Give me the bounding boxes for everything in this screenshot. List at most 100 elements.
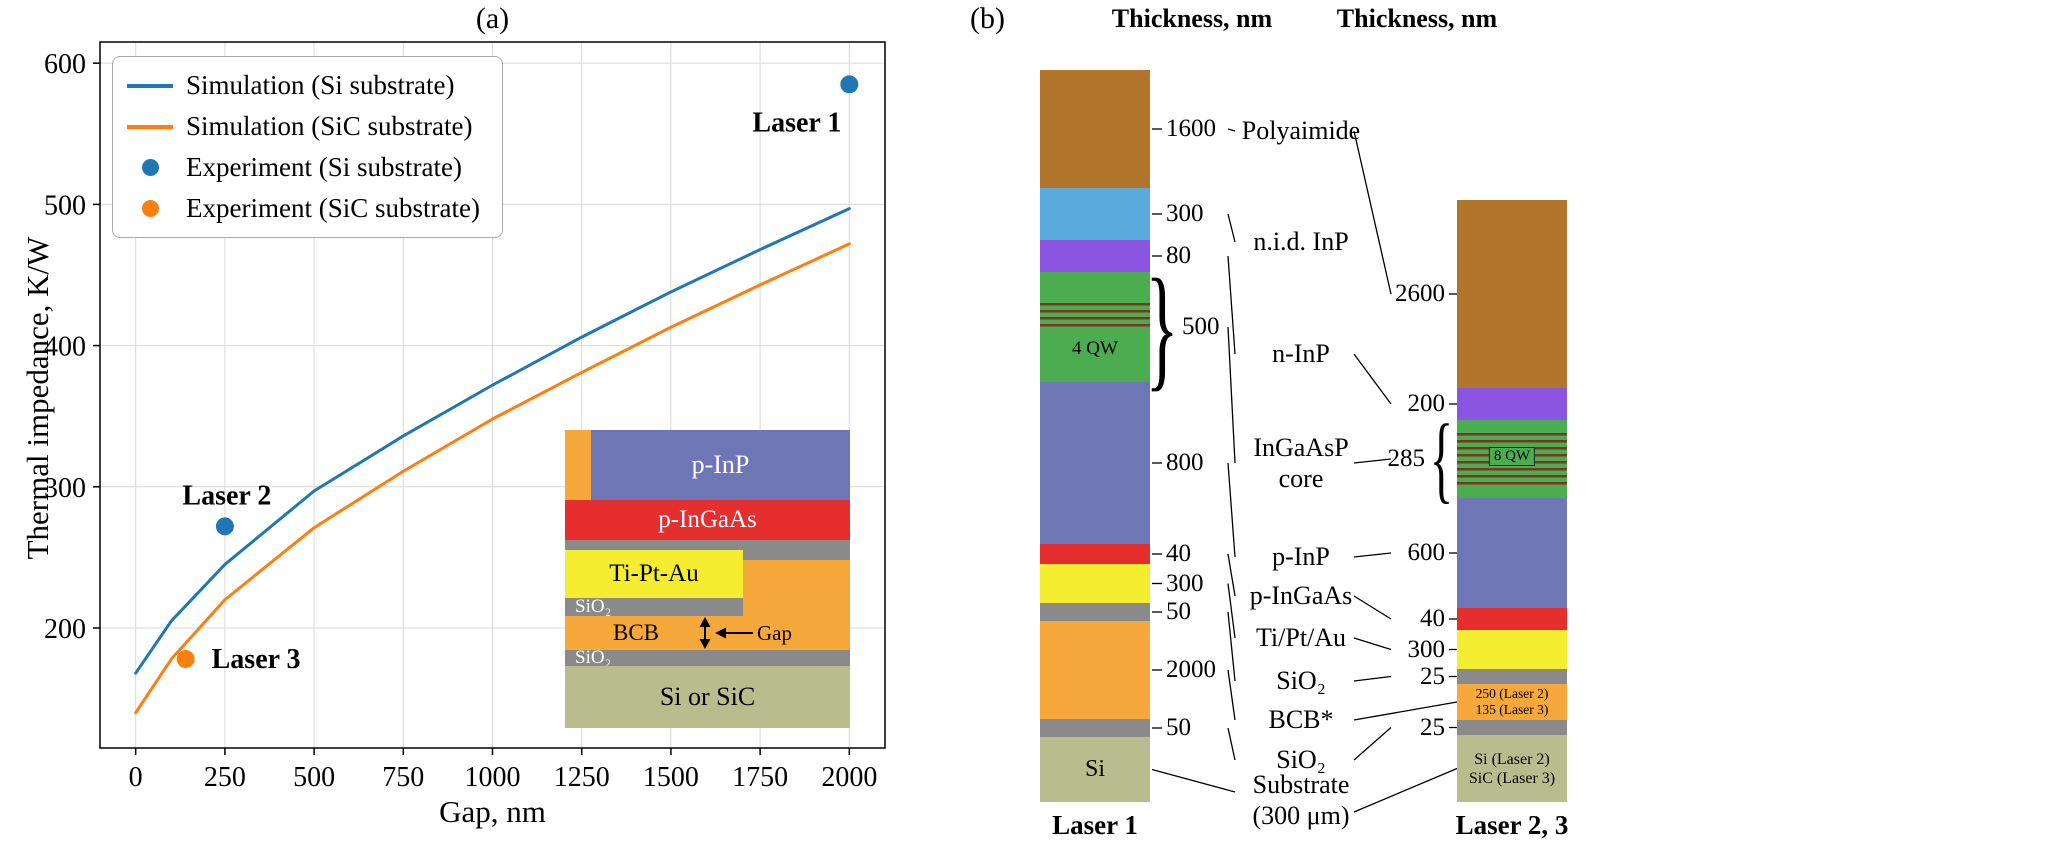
connector-line bbox=[1353, 130, 1392, 295]
inset-p-inp-layer: p-InP bbox=[591, 430, 850, 500]
panel-b: (b) Thickness, nm Thickness, nm Laser 1 … bbox=[950, 0, 2070, 863]
y-axis-label: Thermal impedance, K/W bbox=[20, 236, 55, 560]
thickness-value-left: 300 bbox=[1166, 200, 1204, 227]
material-label-1: n.i.d. InP bbox=[1253, 227, 1349, 256]
brace: } bbox=[1146, 258, 1179, 396]
chart-legend: Simulation (Si substrate) Simulation (SiC… bbox=[112, 56, 503, 238]
panel-a-title: (a) bbox=[475, 2, 510, 35]
inset-sio2-mid-layer: SiO₂ bbox=[565, 597, 743, 616]
thickness-value-right: 300 bbox=[1407, 635, 1446, 663]
thickness-value-left: 500 bbox=[1182, 313, 1220, 340]
thickness-value-right: 25 bbox=[1420, 662, 1445, 690]
layer-p-ingaas bbox=[1040, 544, 1150, 564]
layer-p-inp bbox=[1457, 498, 1567, 608]
layer-substrate: Si (Laser 2) SiC (Laser 3) bbox=[1457, 735, 1567, 802]
data-point-laser-1 bbox=[840, 75, 859, 94]
thickness-value-right: 285 bbox=[1387, 445, 1426, 472]
connector-line bbox=[1227, 583, 1236, 639]
legend-item: Experiment (SiC substrate) bbox=[127, 190, 480, 227]
qw-label: 8 QW bbox=[1488, 447, 1536, 466]
inset-bcb-gap-region bbox=[743, 598, 850, 616]
inset-bcb-step bbox=[743, 560, 850, 598]
series-line-2 bbox=[134, 242, 851, 715]
layer-n-inp bbox=[1457, 388, 1567, 420]
x-tick-label: 1250 bbox=[554, 762, 610, 793]
layer-sio- bbox=[1040, 603, 1150, 621]
point-label-laser-3: Laser 3 bbox=[212, 644, 301, 675]
material-label-3: InGaAsP core bbox=[1253, 433, 1349, 493]
series-line-1 bbox=[134, 207, 851, 675]
connector-line bbox=[1227, 326, 1236, 464]
inset-bcb-column bbox=[565, 430, 591, 500]
connector-line bbox=[1227, 462, 1236, 558]
thickness-value-right: 2600 bbox=[1395, 280, 1445, 307]
y-tick-label: 400 bbox=[44, 332, 86, 363]
material-label-4: p-InP bbox=[1272, 542, 1330, 571]
legend-dot-swatch bbox=[127, 159, 173, 176]
layer-substrate: Si bbox=[1040, 737, 1150, 802]
point-label-laser-2: Laser 2 bbox=[182, 480, 271, 511]
inset-thin-sio2-layer bbox=[565, 540, 850, 550]
y-tick-label: 200 bbox=[44, 614, 86, 645]
laser23-bar: 8 QW 250 (Laser 2) 135 (Laser 3) Si (Laser… bbox=[1457, 200, 1567, 802]
quantum-well-stripes bbox=[1040, 302, 1150, 327]
layer-ingaasp-core: 4 QW bbox=[1040, 272, 1150, 382]
layer-ingaasp-core: 8 QW bbox=[1457, 420, 1567, 498]
material-label-0: Polyaimide bbox=[1241, 116, 1361, 145]
dot-marker-icon bbox=[141, 200, 159, 217]
thickness-value-left: 800 bbox=[1166, 449, 1204, 476]
thickness-value-left: 50 bbox=[1166, 714, 1191, 741]
panel-a: (a) Thermal impedance, K/W Gap, nm 0 250 5… bbox=[0, 0, 950, 863]
layer-ti-pt-au bbox=[1040, 564, 1150, 603]
x-tick-label: 0 bbox=[129, 762, 143, 793]
layer-text: Si bbox=[1084, 756, 1105, 782]
device-cross-section-inset: p-InP p-InGaAs Ti-Pt-Au SiO₂ BCB Gap SiO… bbox=[565, 430, 850, 728]
inset-bcb-layer bbox=[565, 616, 850, 650]
legend-item: Simulation (SiC substrate) bbox=[127, 108, 480, 145]
inset-sio2-step bbox=[743, 550, 850, 560]
layer-sio- bbox=[1457, 720, 1567, 735]
thickness-header-left: Thickness, nm bbox=[1111, 4, 1273, 33]
thickness-value-right: 40 bbox=[1420, 605, 1445, 632]
thickness-header-right: Thickness, nm bbox=[1336, 4, 1498, 33]
thickness-value-left: 50 bbox=[1166, 598, 1191, 625]
inset-gap-label: Gap bbox=[757, 621, 792, 645]
laser23-caption: Laser 2, 3 bbox=[1455, 810, 1569, 840]
thickness-value-left: 40 bbox=[1166, 540, 1191, 567]
connector-line bbox=[1227, 727, 1236, 761]
dot-marker-icon bbox=[141, 159, 159, 176]
data-point-laser-3 bbox=[176, 650, 195, 669]
layer-text: Si (Laser 2) SiC (Laser 3) bbox=[1468, 750, 1556, 787]
layer-bcb- bbox=[1040, 621, 1150, 719]
y-tick-label: 500 bbox=[44, 190, 86, 221]
line-marker-icon bbox=[127, 124, 173, 129]
thickness-value-right: 600 bbox=[1407, 539, 1446, 566]
material-label-2: n-InP bbox=[1272, 339, 1330, 368]
material-label-10: Substrate (300 μm) bbox=[1252, 770, 1350, 830]
x-tick-label: 1500 bbox=[643, 762, 699, 793]
layer-p-ingaas bbox=[1457, 608, 1567, 630]
line-marker-icon bbox=[127, 83, 173, 88]
thickness-value-right: 25 bbox=[1420, 713, 1445, 741]
layer-polyaimide bbox=[1040, 70, 1150, 188]
layer-sio- bbox=[1040, 719, 1150, 737]
data-point-laser-2 bbox=[215, 517, 234, 536]
layer-text: 250 (Laser 2) 135 (Laser 3) bbox=[1475, 686, 1549, 717]
x-tick-label: 1000 bbox=[465, 762, 521, 793]
x-tick-label: 250 bbox=[204, 762, 246, 793]
material-label-9: SiO₂ bbox=[1276, 745, 1326, 774]
layer-ti-pt-au bbox=[1457, 630, 1567, 669]
layer-sio- bbox=[1457, 669, 1567, 684]
inset-ti-pt-au-layer: Ti-Pt-Au bbox=[565, 550, 743, 598]
laser1-caption: Laser 1 bbox=[1052, 810, 1138, 840]
legend-label: Simulation (SiC substrate) bbox=[186, 111, 473, 141]
layer-p-inp bbox=[1040, 382, 1150, 544]
material-label-8: BCB* bbox=[1268, 705, 1334, 734]
legend-line-swatch bbox=[127, 83, 173, 88]
material-label-6: Ti/Pt/Au bbox=[1255, 623, 1347, 652]
connector-line bbox=[1227, 128, 1236, 132]
connector-line bbox=[1227, 213, 1236, 243]
legend-item: Simulation (Si substrate) bbox=[127, 67, 480, 104]
connector-line bbox=[1227, 553, 1236, 597]
